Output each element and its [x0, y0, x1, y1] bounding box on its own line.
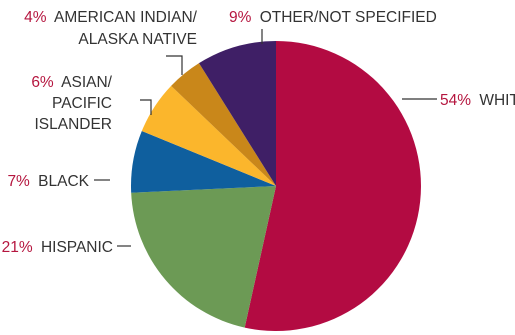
label-black-pct: 7% [7, 173, 30, 190]
label-hispanic-pct: 21% [2, 239, 33, 256]
label-asian-pct: 6% [31, 74, 54, 91]
label-american-indian-name-line1: AMERICAN INDIAN/ [54, 9, 198, 26]
label-asian-name-line1: ASIAN/ [61, 74, 113, 91]
pie-slice-black [131, 131, 276, 193]
leader-american-indian [166, 55, 183, 75]
label-hispanic-name: HISPANIC [41, 239, 113, 256]
label-asian-line1: 6% ASIAN/ [31, 74, 112, 91]
label-white: 54% WHITE [440, 92, 515, 109]
label-white-pct: 54% [440, 92, 471, 109]
pie-slice-white [244, 41, 421, 332]
label-asian-line2: PACIFIC [52, 95, 112, 112]
leader-lines [94, 29, 437, 247]
label-american-indian-line2: ALASKA NATIVE [78, 31, 197, 48]
label-other-pct: 9% [229, 9, 252, 26]
label-american-indian-pct: 4% [24, 9, 47, 26]
label-black: 7% BLACK [7, 173, 89, 190]
label-american-indian-line1: 4% AMERICAN INDIAN/ [24, 9, 198, 26]
label-hispanic: 21% HISPANIC [2, 239, 113, 256]
pie-slice-asian-pacific-islander [141, 85, 276, 186]
label-black-name: BLACK [38, 173, 89, 190]
label-asian-line3: ISLANDER [34, 116, 112, 133]
label-white-name: WHITE [479, 92, 515, 109]
label-other-name: OTHER/NOT SPECIFIED [260, 9, 437, 26]
pie-slice-american-indian-alaska-native [171, 63, 276, 186]
pie-slice-hispanic [131, 186, 276, 328]
label-other: 9% OTHER/NOT SPECIFIED [229, 9, 437, 26]
pie-slice-other-not-specified [198, 41, 276, 186]
leader-asian [140, 99, 152, 115]
pie-slices [131, 41, 421, 332]
